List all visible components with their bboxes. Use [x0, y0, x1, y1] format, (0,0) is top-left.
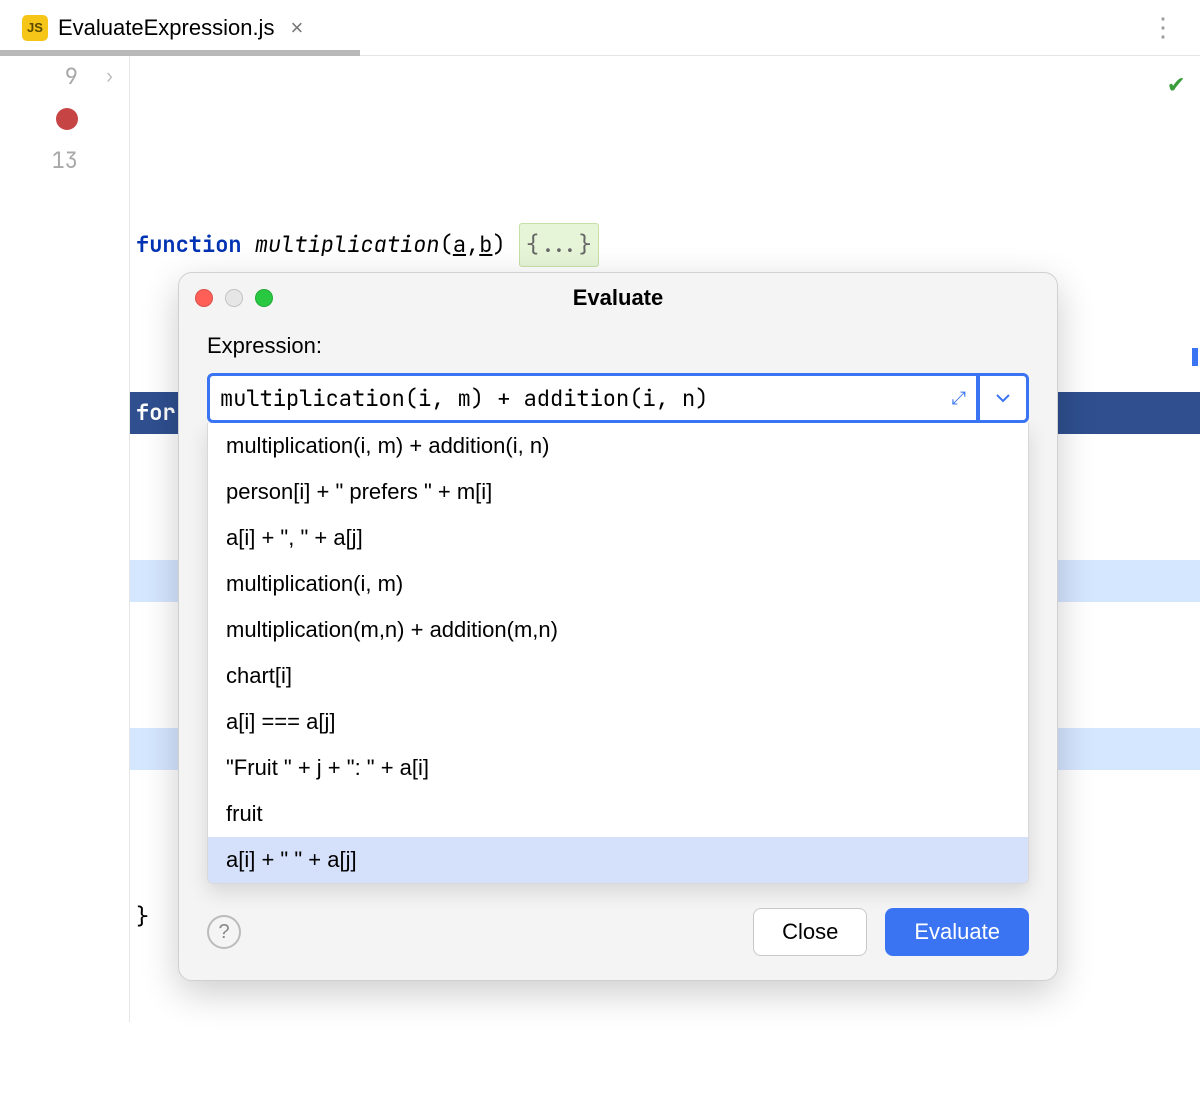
history-item[interactable]: person[i] + " prefers " + m[i] [208, 469, 1028, 515]
help-icon[interactable]: ? [207, 915, 241, 949]
close-tab-icon[interactable]: × [290, 15, 303, 41]
more-menu-icon[interactable]: ⋮ [1136, 12, 1190, 43]
history-item[interactable]: a[i] === a[j] [208, 699, 1028, 745]
expression-label: Expression: [207, 333, 1029, 359]
dialog-titlebar[interactable]: Evaluate [179, 273, 1057, 323]
history-item[interactable]: multiplication(i, m) + addition(i, n) [208, 423, 1028, 469]
line-number: 9 [65, 56, 78, 98]
history-dropdown: multiplication(i, m) + addition(i, n)per… [207, 423, 1029, 884]
code-line: function multiplication(a,b) {...} [130, 224, 1200, 266]
js-file-icon: JS [22, 15, 48, 41]
evaluate-button[interactable]: Evaluate [885, 908, 1029, 956]
history-item[interactable]: a[i] + " " + a[j] [208, 837, 1028, 883]
evaluate-dialog: Evaluate Expression: ⤢ multiplication(i,… [178, 272, 1058, 981]
folded-region[interactable]: {...} [519, 223, 599, 267]
scrollbar-marker [1192, 348, 1198, 366]
breakpoint-icon[interactable] [56, 108, 78, 130]
tab-bar: JS EvaluateExpression.js × ⋮ [0, 0, 1200, 56]
history-item[interactable]: chart[i] [208, 653, 1028, 699]
fold-chevron-icon[interactable]: › [104, 56, 115, 98]
window-close-icon[interactable] [195, 289, 213, 307]
expression-input-wrap[interactable]: ⤢ [207, 373, 979, 423]
line-gutter: 9 13 [0, 56, 90, 1022]
dialog-title: Evaluate [179, 285, 1057, 311]
window-zoom-icon[interactable] [255, 289, 273, 307]
history-item[interactable]: fruit [208, 791, 1028, 837]
expression-input[interactable] [220, 384, 944, 413]
line-number: 13 [52, 140, 78, 182]
tab-filename: EvaluateExpression.js [58, 15, 274, 41]
fold-gutter: › [90, 56, 130, 1022]
history-item[interactable]: a[i] + ", " + a[j] [208, 515, 1028, 561]
expand-icon[interactable]: ⤢ [952, 388, 966, 409]
history-item[interactable]: multiplication(m,n) + addition(m,n) [208, 607, 1028, 653]
history-item[interactable]: multiplication(i, m) [208, 561, 1028, 607]
history-item[interactable]: "Fruit " + j + ": " + a[i] [208, 745, 1028, 791]
window-minimize-icon[interactable] [225, 289, 243, 307]
close-button[interactable]: Close [753, 908, 867, 956]
history-chevron-icon[interactable] [979, 373, 1029, 423]
inspection-ok-icon[interactable]: ✔ [1168, 62, 1184, 104]
editor-tab[interactable]: JS EvaluateExpression.js × [10, 0, 315, 55]
